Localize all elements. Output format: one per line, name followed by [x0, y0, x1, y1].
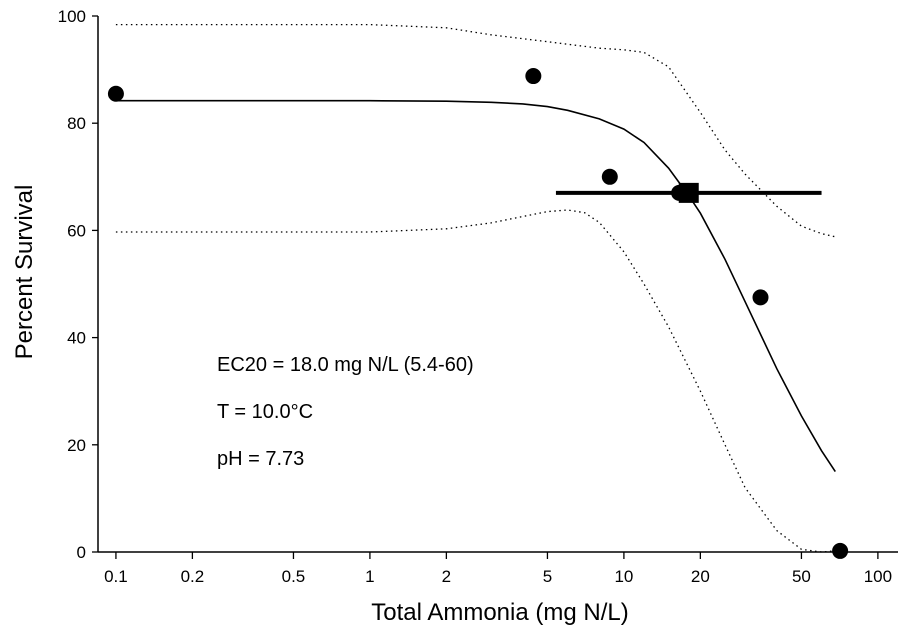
data-point: [832, 542, 849, 559]
x-tick-label: 20: [691, 567, 710, 586]
temperature-annotation: T = 10.0°C: [217, 401, 313, 423]
data-point: [107, 85, 124, 102]
ph-annotation: pH = 7.73: [217, 448, 304, 470]
data-point: [601, 168, 618, 185]
upper-confidence-band: [115, 23, 836, 238]
x-tick-label: 0.5: [282, 567, 306, 586]
data-point: [671, 184, 688, 201]
lower-confidence-band: [115, 209, 836, 553]
x-tick-label: 50: [792, 567, 811, 586]
ec20-marker-layer: [555, 182, 822, 203]
y-tick-label: 40: [67, 329, 86, 348]
y-tick-label: 100: [58, 7, 86, 26]
fitted-curve: [115, 99, 836, 473]
x-tick-label: 1: [365, 567, 374, 586]
y-tick-label: 80: [67, 114, 86, 133]
data-point: [525, 68, 542, 85]
x-tick-label: 100: [864, 567, 892, 586]
x-tick-label: 2: [442, 567, 451, 586]
x-tick-label: 0.2: [181, 567, 205, 586]
plot-frame: [97, 16, 898, 553]
x-tick-label: 10: [614, 567, 633, 586]
tick-layer: 0 20 40 60 80 100 0.1 0.2 0.5 1 2 5 10 20 50 100: [58, 7, 892, 586]
x-tick-label: 0.1: [104, 567, 128, 586]
y-tick-label: 60: [67, 221, 86, 240]
observed-points-layer: [107, 68, 849, 559]
y-tick-label: 20: [67, 436, 86, 455]
fitted-curve-layer: [115, 99, 836, 473]
x-tick-label: 5: [543, 567, 552, 586]
x-axis-title: Total Ammonia (mg N/L): [371, 599, 628, 626]
ec20-annotation: EC20 = 18.0 mg N/L (5.4-60): [217, 354, 474, 376]
y-axis-title: Percent Survival: [11, 185, 38, 360]
confidence-bands: [115, 23, 836, 553]
data-point: [752, 289, 769, 306]
y-tick-label: 0: [77, 543, 86, 562]
